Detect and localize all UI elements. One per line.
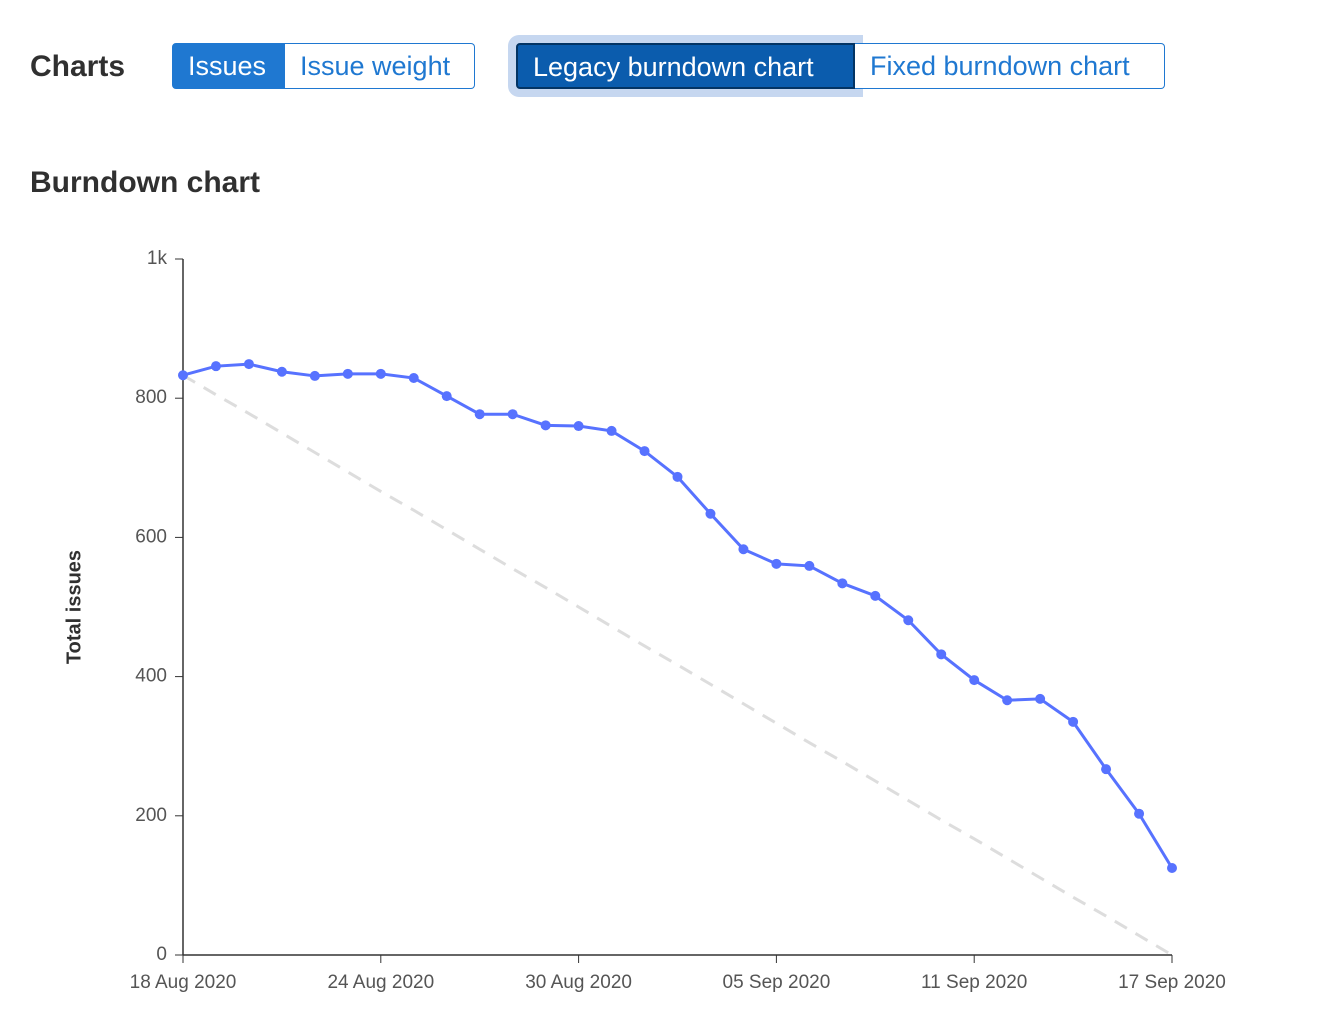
point (969, 675, 980, 686)
point (210, 361, 221, 372)
point (276, 366, 287, 377)
x-tick-label: 30 Aug 2020 (525, 972, 632, 993)
y-tick-label: 1k (147, 248, 168, 269)
point (936, 649, 947, 660)
y-tick-label: 0 (156, 944, 167, 965)
y-tick-label: 400 (135, 666, 167, 687)
x-tick-label: 24 Aug 2020 (327, 972, 434, 993)
chart-title: Burndown chart (30, 166, 260, 199)
button[interactable]: Legacy burndown chart (516, 43, 855, 89)
point (408, 373, 419, 384)
y-tick-label: 800 (135, 387, 167, 408)
point (342, 368, 353, 379)
point (870, 590, 881, 601)
button[interactable]: Issue weight (285, 43, 475, 89)
issue-toggle: Issues Issue weight (172, 43, 475, 89)
point (1068, 716, 1079, 727)
y-tick-label: 600 (135, 526, 167, 547)
x-tick-label: 17 Sep 2020 (1118, 972, 1226, 993)
y-axis-title: Total issues (63, 550, 85, 664)
point (573, 421, 584, 432)
point (309, 370, 320, 381)
point (837, 578, 848, 589)
point (441, 391, 452, 402)
point (804, 560, 815, 571)
point (672, 471, 683, 482)
point (705, 508, 716, 519)
ideal-line (182, 373, 1173, 957)
point (540, 420, 551, 431)
point (738, 544, 749, 555)
x-tick-label: 05 Sep 2020 (723, 972, 831, 993)
point (507, 409, 518, 420)
x-tick-label: 18 Aug 2020 (130, 972, 237, 993)
point (903, 615, 914, 626)
point (606, 425, 617, 436)
point (1002, 695, 1013, 706)
point (639, 446, 650, 457)
button[interactable]: Issues (172, 43, 285, 89)
point (1134, 808, 1145, 819)
point (474, 409, 485, 420)
series-line (182, 362, 1174, 869)
point (771, 558, 782, 569)
point (1035, 693, 1046, 704)
point (178, 370, 188, 381)
button[interactable]: Fixed burndown chart (855, 43, 1165, 89)
point (243, 359, 254, 370)
chart-toggle: Legacy burndown chart Fixed burndown cha… (516, 43, 1165, 89)
y-tick-label: 200 (135, 805, 167, 826)
page-title: Charts (30, 50, 126, 83)
x-tick-label: 11 Sep 2020 (921, 972, 1027, 993)
point (1167, 863, 1177, 873)
point (1101, 764, 1112, 775)
point (375, 368, 386, 379)
